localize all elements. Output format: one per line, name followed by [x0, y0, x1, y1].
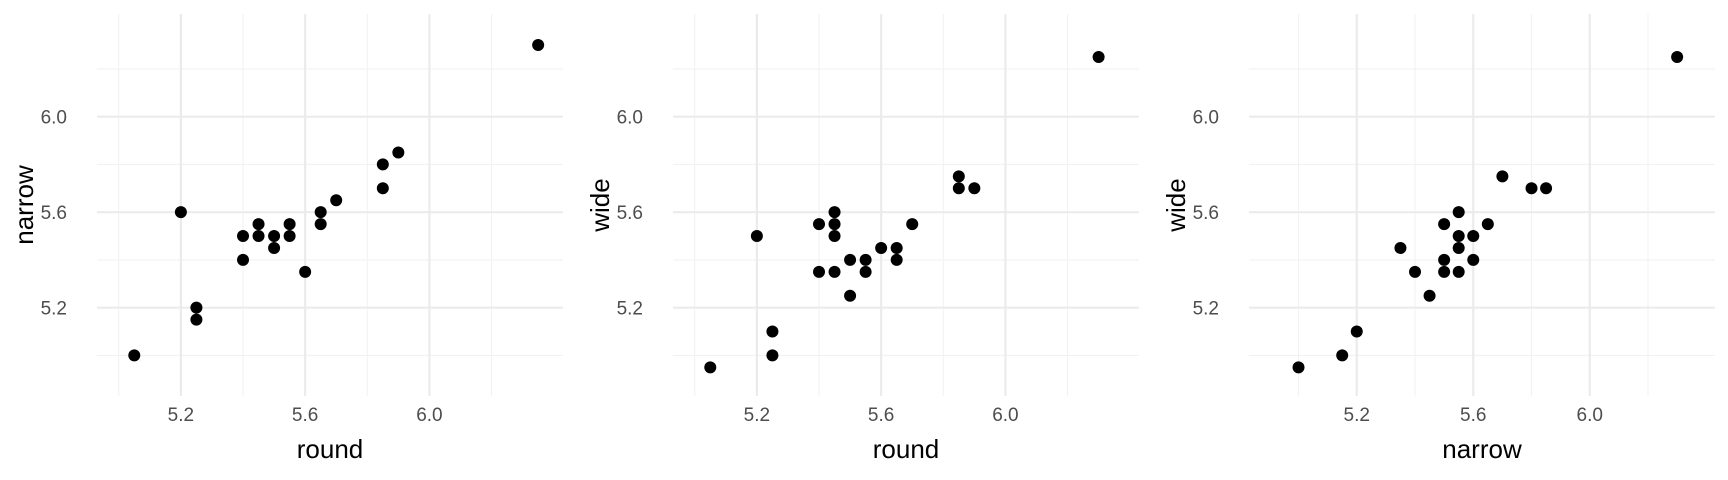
scatter-point	[1452, 206, 1465, 219]
scatter-point	[190, 301, 203, 314]
x-tick-label: 5.6	[868, 405, 894, 426]
scatter-point	[1336, 349, 1349, 362]
scatter-point	[890, 253, 903, 266]
scatter-point	[1467, 230, 1480, 243]
scatter-point	[828, 230, 841, 243]
scatter-point	[268, 241, 281, 254]
scatter-point	[828, 265, 841, 278]
y-tick-label: 6.0	[41, 108, 67, 129]
scatter-point	[1452, 265, 1465, 278]
x-tick-label: 5.2	[1344, 405, 1370, 426]
scatter-point	[766, 325, 779, 338]
scatter-point	[252, 230, 265, 243]
scatter-panel-3: 5.2 5.6 6.0 5.2 5.6 6.0 narrow wide	[1161, 14, 1715, 464]
scatter-point	[859, 253, 872, 266]
scatter-point	[330, 194, 343, 207]
scatter-point	[844, 253, 857, 266]
x-axis-title: round	[873, 434, 940, 464]
scatter-point	[766, 349, 779, 362]
scatter-point	[392, 146, 405, 159]
y-tick-label: 5.2	[617, 299, 643, 320]
scatter-point	[1423, 289, 1436, 302]
x-axis-title: narrow	[1442, 434, 1522, 464]
scatter-point	[1438, 265, 1451, 278]
x-tick-label: 5.6	[292, 405, 318, 426]
scatter-point	[704, 361, 717, 374]
scatter-point	[376, 158, 389, 171]
y-tick-label: 6.0	[1193, 108, 1219, 129]
scatter-point	[190, 313, 203, 326]
scatter-point	[828, 206, 841, 219]
x-tick-label: 5.2	[744, 405, 770, 426]
scatter-point	[314, 206, 327, 219]
scatter-point	[844, 289, 857, 302]
scatter-point	[952, 182, 965, 195]
scatter-point	[968, 182, 981, 195]
y-tick-label: 5.6	[617, 203, 643, 224]
scatter-point	[1292, 361, 1305, 374]
scatter-point	[750, 230, 763, 243]
scatter-point	[1496, 170, 1509, 183]
scatter-point	[813, 265, 826, 278]
scatter-point	[237, 230, 250, 243]
scatter-point	[237, 253, 250, 266]
scatter-point	[376, 182, 389, 195]
scatter-point	[906, 218, 919, 231]
x-axis-title: round	[297, 434, 364, 464]
scatter-point	[828, 218, 841, 231]
scatter-point	[128, 349, 141, 362]
scatter-point	[1350, 325, 1363, 338]
scatter-point	[1525, 182, 1538, 195]
scatter-point	[252, 218, 265, 231]
y-axis-title: wide	[1161, 178, 1191, 232]
scatter-point	[299, 265, 312, 278]
scatter-point	[283, 218, 296, 231]
scatter-point	[1409, 265, 1422, 278]
scatter-point	[532, 39, 545, 52]
y-axis-title: narrow	[9, 165, 39, 245]
scatter-point	[1092, 50, 1105, 63]
y-tick-label: 5.6	[1193, 203, 1219, 224]
x-tick-label: 6.0	[1577, 405, 1603, 426]
y-tick-label: 5.6	[41, 203, 67, 224]
scatter-point	[283, 230, 296, 243]
x-tick-label: 6.0	[992, 405, 1018, 426]
scatter-point	[1671, 50, 1684, 63]
scatter-point	[875, 241, 888, 254]
scatter-point	[1438, 253, 1451, 266]
scatter-point	[952, 170, 965, 183]
y-axis-title: wide	[585, 178, 615, 232]
scatter-point	[1481, 218, 1494, 231]
x-tick-label: 5.2	[168, 405, 194, 426]
scatter-point	[1394, 241, 1407, 254]
scatter-point	[1438, 218, 1451, 231]
scatter-point	[174, 206, 187, 219]
scatter-point	[1452, 230, 1465, 243]
y-tick-label: 5.2	[41, 299, 67, 320]
scatter-point	[1540, 182, 1553, 195]
x-tick-label: 6.0	[416, 405, 442, 426]
scatter-point	[813, 218, 826, 231]
scatter-point	[1467, 253, 1480, 266]
y-tick-label: 5.2	[1193, 299, 1219, 320]
scatter-point	[268, 230, 281, 243]
x-tick-label: 5.6	[1460, 405, 1486, 426]
scatter-point	[1452, 241, 1465, 254]
scatter-panel-2: 5.2 5.6 6.0 5.2 5.6 6.0 round wide	[585, 14, 1139, 464]
scatter-panel-1: 5.2 5.6 6.0 5.2 5.6 6.0 round narrow	[9, 14, 563, 464]
y-tick-label: 6.0	[617, 108, 643, 129]
scatter-point	[859, 265, 872, 278]
scatter-point	[890, 241, 903, 254]
scatter-point	[314, 218, 327, 231]
